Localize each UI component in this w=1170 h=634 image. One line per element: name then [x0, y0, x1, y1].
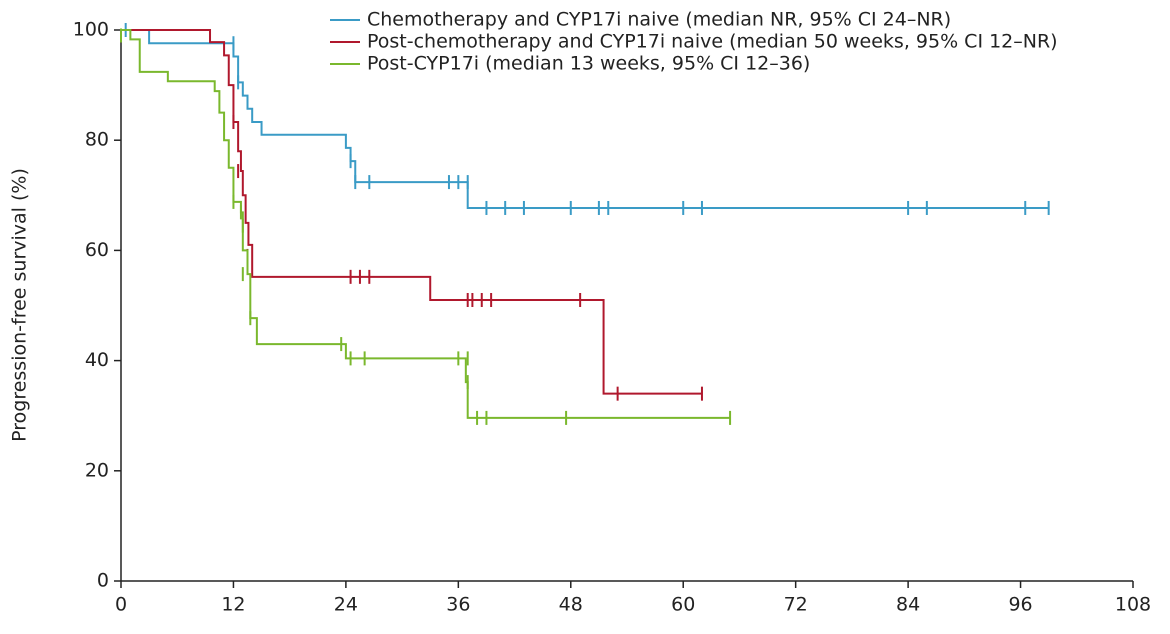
survival-line	[121, 29, 1049, 209]
survival-line	[121, 29, 702, 395]
x-tick-label: 0	[115, 594, 127, 616]
x-tick-label: 24	[334, 594, 358, 616]
y-axis-label: Progression-free survival (%)	[9, 168, 31, 442]
y-tick-label: 20	[85, 459, 109, 481]
x-tick-label: 72	[784, 594, 808, 616]
y-tick-label: 60	[85, 239, 109, 261]
x-tick-label: 108	[1115, 594, 1151, 616]
x-tick-label: 36	[446, 594, 470, 616]
x-tick-label: 84	[896, 594, 920, 616]
legend-label: Post-chemotherapy and CYP17i naive (medi…	[367, 31, 1058, 53]
x-tick-label: 96	[1008, 594, 1032, 616]
x-tick-label: 60	[671, 594, 695, 616]
x-tick-label: 48	[559, 594, 583, 616]
x-tick-label: 12	[221, 594, 245, 616]
y-tick-label: 0	[97, 570, 109, 592]
legend-label: Post-CYP17i (median 13 weeks, 95% CI 12–…	[367, 53, 810, 75]
legend-label: Chemotherapy and CYP17i naive (median NR…	[367, 9, 951, 31]
y-tick-label: 40	[85, 349, 109, 371]
survival-line	[121, 29, 731, 419]
y-tick-label: 80	[85, 129, 109, 151]
y-tick-label: 100	[73, 19, 109, 41]
